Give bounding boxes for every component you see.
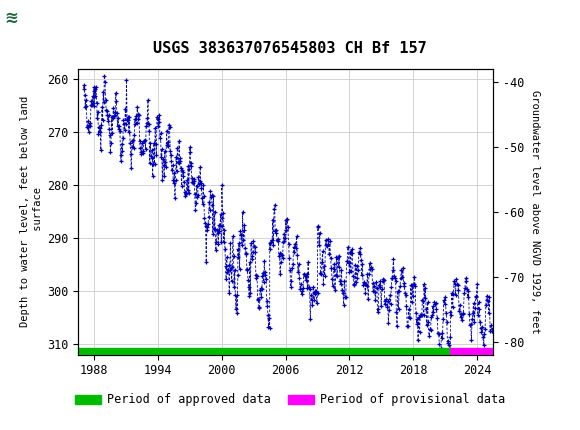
FancyBboxPatch shape [2,2,46,34]
Y-axis label: Depth to water level, feet below land
 surface: Depth to water level, feet below land su… [20,96,43,327]
FancyBboxPatch shape [3,3,61,34]
Text: ≋USGS: ≋USGS [3,9,74,27]
Text: ≋: ≋ [5,9,19,27]
Text: USGS 383637076545803 CH Bf 157: USGS 383637076545803 CH Bf 157 [153,41,427,56]
Legend: Period of approved data, Period of provisional data: Period of approved data, Period of provi… [70,389,510,411]
Y-axis label: Groundwater level above NGVD 1929, feet: Groundwater level above NGVD 1929, feet [530,90,539,334]
Text: USGS: USGS [28,11,75,26]
